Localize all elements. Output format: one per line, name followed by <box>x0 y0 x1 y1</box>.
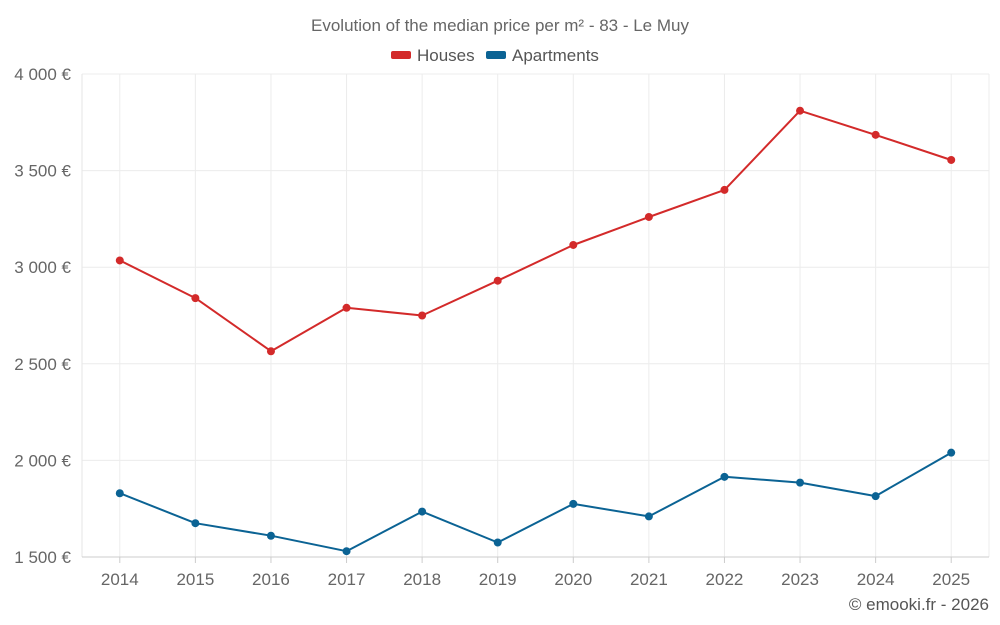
data-point-apartments[interactable] <box>871 492 880 501</box>
data-point-apartments[interactable] <box>418 507 427 516</box>
x-tick-label: 2024 <box>857 570 895 589</box>
x-tick-label: 2022 <box>706 570 744 589</box>
y-tick-label: 3 500 € <box>14 162 71 181</box>
legend-item-houses[interactable]: Houses <box>391 46 475 65</box>
y-tick-label: 1 500 € <box>14 548 71 567</box>
x-tick-label: 2014 <box>101 570 139 589</box>
data-point-apartments[interactable] <box>191 519 200 528</box>
x-tick-label: 2023 <box>781 570 819 589</box>
legend-swatch-houses <box>391 51 411 59</box>
y-tick-label: 2 000 € <box>14 451 71 470</box>
gridlines <box>82 73 989 557</box>
data-point-houses[interactable] <box>796 106 805 115</box>
data-point-houses[interactable] <box>266 347 275 356</box>
series-houses <box>115 106 956 356</box>
chart-title: Evolution of the median price per m² - 8… <box>311 16 689 35</box>
data-point-apartments[interactable] <box>493 538 502 547</box>
data-point-houses[interactable] <box>342 303 351 312</box>
credit-text: © emooki.fr - 2026 <box>849 595 989 614</box>
data-point-apartments[interactable] <box>115 489 124 498</box>
data-point-apartments[interactable] <box>569 499 578 508</box>
x-tick-label: 2025 <box>932 570 970 589</box>
x-tick-label: 2018 <box>403 570 441 589</box>
axes: 1 500 € 2 000 € 2 500 € 3 000 € 3 500 € 4 000… <box>14 65 990 589</box>
legend-label-apartments: Apartments <box>512 46 599 65</box>
x-tick-label: 2019 <box>479 570 517 589</box>
legend-swatch-apartments <box>486 51 506 59</box>
data-point-houses[interactable] <box>115 256 124 265</box>
data-point-apartments[interactable] <box>947 448 956 457</box>
legend: Houses Apartments <box>391 46 599 65</box>
x-tick-label: 2020 <box>554 570 592 589</box>
series-apartments <box>115 448 956 556</box>
series <box>115 106 956 556</box>
data-point-apartments[interactable] <box>644 512 653 521</box>
legend-label-houses: Houses <box>417 46 475 65</box>
y-tick-label: 4 000 € <box>14 65 71 84</box>
data-point-houses[interactable] <box>947 155 956 164</box>
x-tick-label: 2021 <box>630 570 668 589</box>
data-point-houses[interactable] <box>191 294 200 303</box>
series-line-houses <box>119 109 952 353</box>
data-point-apartments[interactable] <box>720 472 729 481</box>
series-line-apartments <box>119 451 952 553</box>
data-point-houses[interactable] <box>720 185 729 194</box>
y-tick-label: 3 000 € <box>14 258 71 277</box>
data-point-houses[interactable] <box>644 212 653 221</box>
x-tick-label: 2016 <box>252 570 290 589</box>
data-point-houses[interactable] <box>418 311 427 320</box>
data-point-apartments[interactable] <box>796 478 805 487</box>
data-point-apartments[interactable] <box>266 531 275 540</box>
data-point-houses[interactable] <box>871 130 880 139</box>
legend-item-apartments[interactable]: Apartments <box>486 46 599 65</box>
y-tick-label: 2 500 € <box>14 355 71 374</box>
data-point-houses[interactable] <box>569 240 578 249</box>
data-point-houses[interactable] <box>493 276 502 285</box>
x-tick-label: 2017 <box>328 570 366 589</box>
x-tick-label: 2015 <box>176 570 214 589</box>
data-point-apartments[interactable] <box>342 547 351 556</box>
